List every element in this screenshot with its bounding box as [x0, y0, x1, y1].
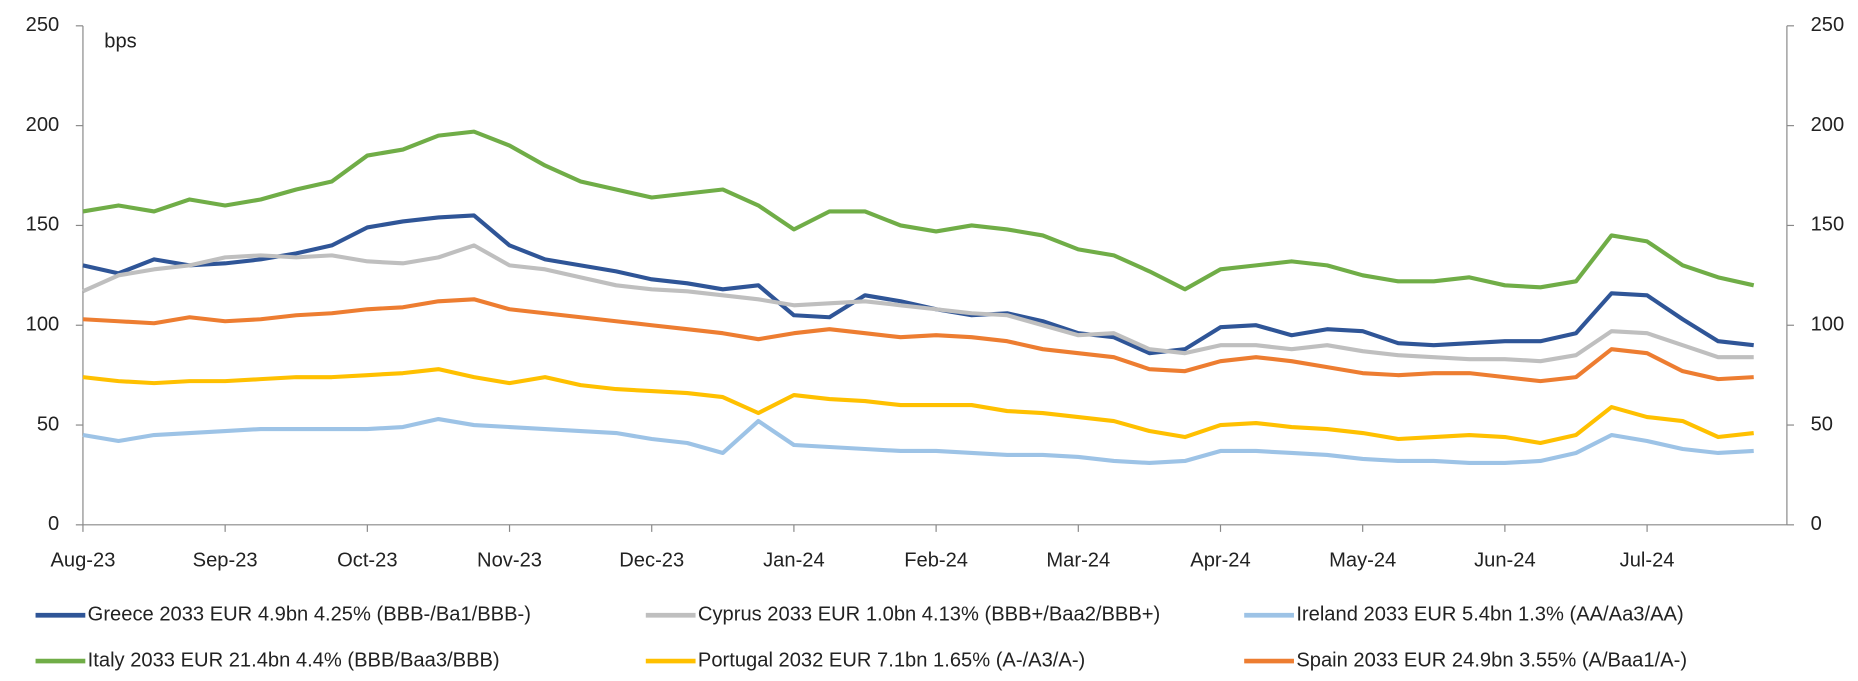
y-tick-label: 150	[26, 214, 60, 236]
y-tick-label: 200	[26, 114, 60, 136]
y2-tick-label: 200	[1811, 114, 1845, 136]
series-line	[82, 243, 1754, 364]
y-axis-unit: bps	[104, 31, 136, 53]
x-tick-label: Sep-23	[193, 550, 258, 572]
series-line	[82, 367, 1754, 446]
series-line	[82, 416, 1754, 466]
x-tick-label: Jun-24	[1474, 550, 1536, 572]
x-tick-label: Jul-24	[1620, 550, 1675, 572]
y-tick-label: 100	[26, 314, 60, 336]
legend-label: Italy 2033 EUR 21.4bn 4.4% (BBB/Baa3/BBB…	[88, 649, 500, 671]
series-line	[82, 129, 1755, 292]
x-tick-label: Mar-24	[1046, 550, 1110, 572]
x-tick-label: Apr-24	[1190, 550, 1250, 572]
y-tick-label: 50	[37, 413, 59, 435]
legend-label: Cyprus 2033 EUR 1.0bn 4.13% (BBB+/Baa2/B…	[698, 604, 1160, 626]
y2-tick-label: 50	[1811, 413, 1833, 435]
y2-tick-label: 250	[1811, 14, 1845, 36]
legend-label: Spain 2033 EUR 24.9bn 3.55% (A/Baa1/A-)	[1296, 649, 1687, 671]
legend-label: Ireland 2033 EUR 5.4bn 1.3% (AA/Aa3/AA)	[1296, 604, 1683, 626]
y2-tick-label: 150	[1811, 214, 1845, 236]
x-tick-label: May-24	[1329, 550, 1396, 572]
y-tick-label: 250	[26, 14, 60, 36]
x-tick-label: Oct-23	[337, 550, 397, 572]
y2-tick-label: 100	[1811, 314, 1845, 336]
y-tick-label: 0	[48, 513, 59, 535]
x-tick-label: Feb-24	[904, 550, 968, 572]
x-tick-label: Jan-24	[763, 550, 825, 572]
legend-label: Portugal 2032 EUR 7.1bn 1.65% (A-/A3/A-)	[698, 649, 1085, 671]
legend-label: Greece 2033 EUR 4.9bn 4.25% (BBB-/Ba1/BB…	[88, 604, 531, 626]
x-tick-label: Dec-23	[619, 550, 684, 572]
x-tick-label: Aug-23	[50, 550, 115, 572]
x-tick-label: Nov-23	[477, 550, 542, 572]
y2-tick-label: 0	[1811, 513, 1822, 535]
series-line	[82, 297, 1754, 384]
